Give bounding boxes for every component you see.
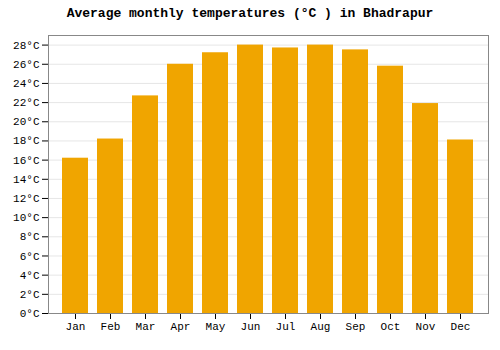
svg-text:Dec: Dec — [451, 321, 471, 333]
svg-text:Nov: Nov — [416, 321, 436, 333]
svg-text:14°C: 14°C — [13, 174, 40, 186]
svg-text:May: May — [206, 321, 226, 333]
svg-text:24°C: 24°C — [13, 78, 40, 90]
svg-text:26°C: 26°C — [13, 59, 40, 71]
svg-text:28°C: 28°C — [13, 40, 40, 52]
svg-text:16°C: 16°C — [13, 155, 40, 167]
svg-text:6°C: 6°C — [20, 251, 40, 263]
svg-text:22°C: 22°C — [13, 97, 40, 109]
svg-text:20°C: 20°C — [13, 116, 40, 128]
html-text:Average monthly temperatures (: Average monthly temperatures (°C ) in Bh… — [66, 6, 434, 21]
svg-text:12°C: 12°C — [13, 193, 40, 205]
svg-text:4°C: 4°C — [20, 270, 40, 282]
svg-text:18°C: 18°C — [13, 135, 40, 147]
svg-text:Jan: Jan — [66, 321, 86, 333]
svg-text:10°C: 10°C — [13, 212, 40, 224]
svg-text:2°C: 2°C — [20, 289, 40, 301]
svg-text:Apr: Apr — [171, 321, 191, 333]
svg-text:Jun: Jun — [241, 321, 261, 333]
svg-text:Oct: Oct — [381, 321, 401, 333]
svg-text:Sep: Sep — [346, 321, 366, 333]
svg-text:Feb: Feb — [101, 321, 121, 333]
svg-text:Aug: Aug — [311, 321, 331, 333]
svg-text:Jul: Jul — [276, 321, 296, 333]
svg-text:Mar: Mar — [136, 321, 156, 333]
svg-text:0°C: 0°C — [20, 308, 40, 320]
svg-text:8°C: 8°C — [20, 231, 40, 243]
